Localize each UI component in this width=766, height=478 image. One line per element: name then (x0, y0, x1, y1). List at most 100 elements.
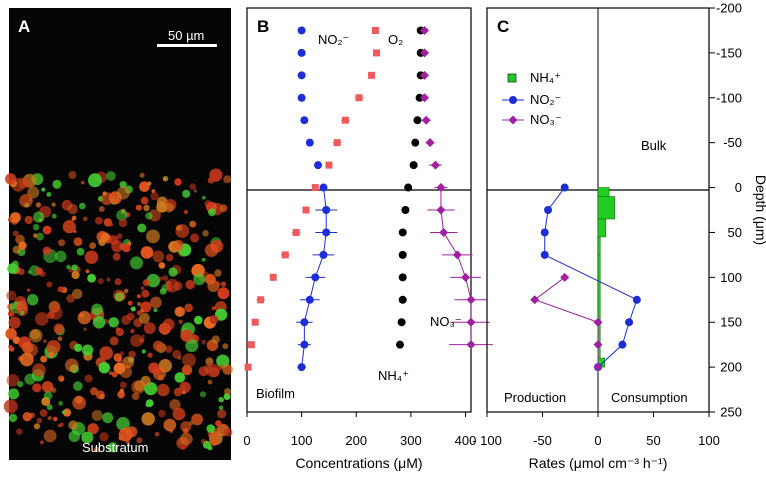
x-tick-label: 200 (345, 433, 367, 448)
micrograph-cell (215, 281, 221, 287)
micrograph-cell (42, 246, 51, 255)
micrograph-cell (82, 344, 94, 356)
micrograph-cell (106, 171, 116, 181)
micrograph-cell (183, 209, 189, 215)
point-no3 (430, 160, 440, 170)
x-tick-label: 400 (455, 433, 477, 448)
micrograph-cell (20, 310, 25, 315)
panel-b: B 0 100 200 300 400 NO₂⁻ O₂ NO₃⁻ NH₄⁺ Biofil… (243, 7, 493, 471)
x-tick-label: 50 (646, 433, 660, 448)
micrograph-cell (18, 177, 30, 189)
micrograph-cell (57, 424, 61, 428)
micrograph-cell (180, 432, 193, 446)
micrograph-cell (49, 306, 63, 320)
micrograph-cell (120, 381, 127, 389)
micrograph-cell (163, 418, 177, 432)
micrograph-cell (201, 195, 206, 200)
point-o2 (257, 296, 265, 304)
micrograph-cell (191, 413, 204, 426)
micrograph-cell (122, 356, 134, 369)
point-o2 (302, 206, 310, 214)
micrograph-cell (174, 178, 182, 186)
point-o2 (244, 363, 252, 371)
micrograph-cell (147, 181, 152, 186)
micrograph-cell (59, 422, 64, 427)
point-no3 (421, 115, 431, 125)
micrograph-cell (40, 440, 44, 445)
micrograph-cell (223, 428, 233, 437)
micrograph-cell (91, 410, 103, 421)
micrograph-cell (119, 365, 133, 379)
micrograph-cell (208, 208, 216, 217)
micrograph-cell (139, 312, 150, 324)
micrograph-cell (172, 407, 186, 421)
point-no2 (305, 138, 314, 147)
micrograph-cell (27, 294, 39, 306)
micrograph-cell (3, 399, 18, 414)
point-no3 (560, 272, 570, 282)
point-nh4 (401, 206, 410, 214)
bulk-label: Bulk (641, 138, 667, 153)
micrograph-cell (43, 339, 47, 343)
micrograph-cell (182, 189, 191, 198)
micrograph-cell (151, 189, 156, 193)
point-no3 (466, 295, 476, 305)
micrograph-cell (162, 176, 168, 182)
legend-nh4-label: NH₄⁺ (530, 70, 561, 85)
micrograph-cell (22, 412, 32, 422)
micrograph-cell (99, 394, 105, 400)
micrograph-cell (35, 202, 42, 208)
micrograph-cell (89, 242, 97, 250)
micrograph-cell (216, 354, 230, 368)
micrograph-cell (42, 225, 52, 235)
micrograph-cell (7, 263, 18, 274)
point-o2 (269, 273, 277, 281)
point-no2 (625, 318, 634, 327)
micrograph-cell (8, 413, 18, 423)
point-nh4 (411, 138, 420, 147)
micrograph-cell (207, 445, 213, 451)
micrograph-cell (98, 362, 111, 374)
micrograph-cell (43, 391, 53, 400)
micrograph-cell (180, 421, 192, 432)
micrograph-cell (141, 289, 150, 298)
panel-b-label: B (257, 17, 269, 36)
micrograph-cell (71, 217, 75, 221)
micrograph-cell (162, 318, 175, 331)
micrograph-cell (141, 349, 146, 354)
point-no2 (300, 116, 309, 125)
panel-c-legend: NH₄⁺ NO₂⁻ NO₃⁻ (502, 70, 562, 127)
micrograph-cell (220, 281, 226, 287)
depth-axis-ticks: -200 -150 -100 -50 0 50 100 150 200 250 (709, 1, 742, 420)
depth-axis-label: Depth (μm) (753, 175, 766, 245)
bar-nh4_rate (597, 218, 607, 238)
micrograph-cell (106, 277, 111, 282)
micrograph-cell (152, 340, 164, 352)
micrograph-cell (199, 391, 207, 398)
micrograph-cell (8, 316, 21, 329)
micrograph-cell (27, 186, 40, 199)
point-no3 (466, 317, 476, 327)
micrograph-cell (168, 267, 178, 277)
point-no3 (420, 48, 430, 58)
label-o2: O₂ (388, 32, 403, 47)
consumption-label: Consumption (611, 390, 688, 405)
point-o2 (355, 94, 363, 102)
point-no3 (461, 272, 471, 282)
biofilm-label: Biofilm (256, 386, 295, 401)
micrograph-cell (165, 278, 180, 293)
micrograph-cell (114, 278, 122, 286)
micrograph-cell (57, 336, 63, 342)
series-line-no2 (544, 187, 638, 368)
point-no2 (297, 26, 306, 35)
micrograph-cell (158, 409, 166, 418)
micrograph-cell (8, 388, 20, 400)
micrograph-cell (116, 357, 123, 363)
micrograph-cell (181, 364, 193, 376)
micrograph-cell (112, 252, 121, 261)
micrograph-cell (100, 232, 110, 242)
micrograph-cell (111, 371, 118, 378)
panel-b-marks (244, 25, 493, 372)
point-o2 (372, 49, 380, 57)
